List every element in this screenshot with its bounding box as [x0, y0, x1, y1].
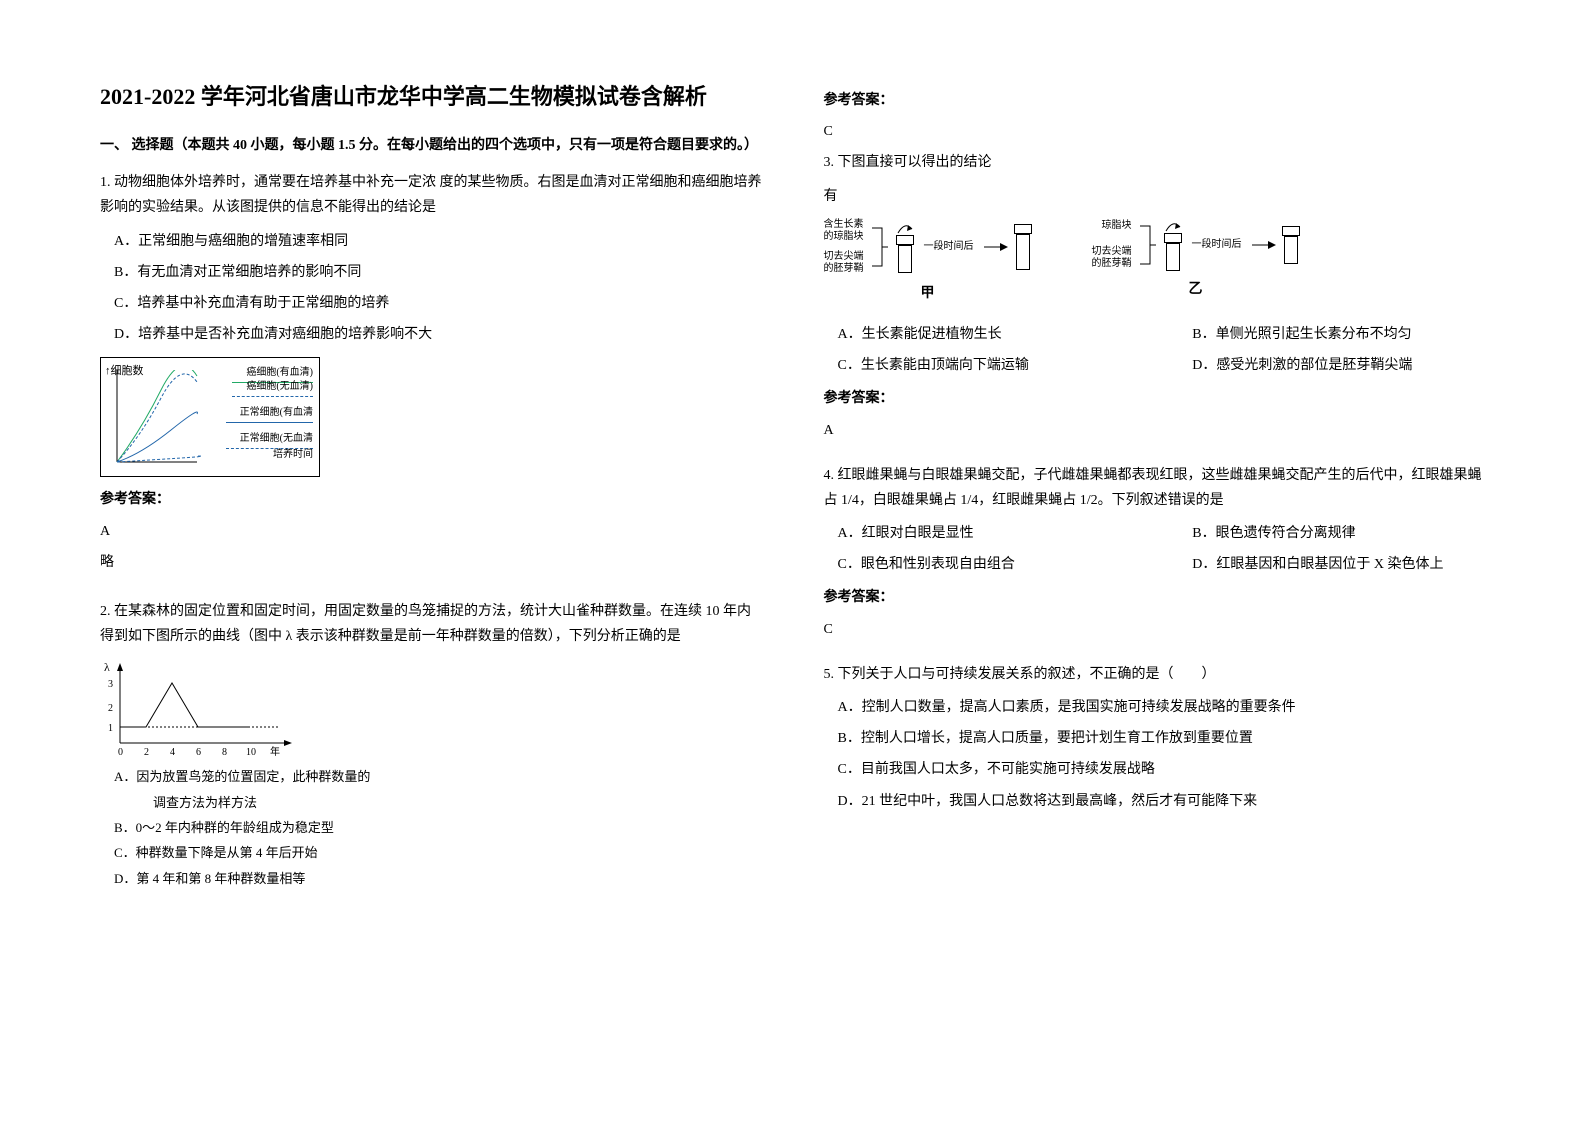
question-1: 1. 动物细胞体外培养时，通常要在培养基中补充一定浓 度的某些物质。右图是血清对… — [100, 170, 764, 585]
q1-figure: ↑细胞数 癌细胞(有血清) 癌细胞(无血清) 正常细胞(有血清 正常细胞(无血清… — [100, 357, 320, 477]
arrow-bracket-icon — [1138, 220, 1158, 270]
svg-text:2: 2 — [108, 703, 113, 714]
q1-legend-3: 正常细胞(有血清 — [226, 404, 313, 423]
coleoptile-icon — [1284, 236, 1298, 264]
q3-option-b: B．单侧光照引起生长素分布不均匀 — [1192, 322, 1487, 347]
svg-text:年: 年 — [270, 745, 280, 757]
question-3: 3. 下图直接可以得出的结论 有 含生长素 的琼脂块 切去尖端 的胚芽鞘 — [824, 150, 1488, 448]
svg-text:1: 1 — [108, 723, 113, 734]
left-column: 2021-2022 学年河北省唐山市龙华中学高二生物模拟试卷含解析 一、 选择题… — [100, 80, 764, 1042]
question-5: 5. 下列关于人口与可持续发展关系的叙述，不正确的是（ ） A．控制人口数量，提… — [824, 662, 1488, 820]
q2-chart: λ 3 2 1 0 2 4 6 8 10 年 — [100, 657, 300, 757]
coleoptile-icon — [898, 245, 912, 273]
question-4: 4. 红眼雌果蝇与白眼雄果蝇交配，子代雌雄果蝇都表现红眼，这些雌雄果蝇交配产生的… — [824, 463, 1488, 648]
q3-right-label1: 琼脂块 — [1102, 220, 1132, 231]
arrow-bracket-icon — [870, 222, 890, 272]
q3-option-a: A．生长素能促进植物生长 — [838, 322, 1133, 347]
q1-option-d: D．培养基中是否补充血清对癌细胞的培养影响不大 — [100, 322, 764, 347]
svg-text:2: 2 — [144, 747, 149, 757]
arrow-right-icon — [984, 242, 1008, 252]
q3-group-2: 琼脂块 切去尖端 的胚芽鞘 一段时间后 — [1092, 219, 1300, 306]
q1-option-c: C．培养基中补充血清有助于正常细胞的培养 — [100, 291, 764, 316]
q3-left-label2: 切去尖端 — [824, 251, 864, 262]
q4-option-d: D．红眼基因和白眼基因位于 X 染色体上 — [1192, 552, 1487, 577]
q3-option-d: D．感受光刺激的部位是胚芽鞘尖端 — [1192, 353, 1487, 378]
agar-block-icon — [1164, 233, 1182, 243]
svg-text:10: 10 — [246, 747, 256, 757]
q3-group2-label: 乙 — [1189, 277, 1203, 302]
q3-figure: 含生长素 的琼脂块 切去尖端 的胚芽鞘 一段时间后 — [824, 219, 1488, 306]
q1-option-b: B．有无血清对正常细胞培养的影响不同 — [100, 260, 764, 285]
q1-option-a: A．正常细胞与癌细胞的增殖速率相同 — [100, 229, 764, 254]
q4-text: 4. 红眼雌果蝇与白眼雄果蝇交配，子代雌雄果蝇都表现红眼，这些雌雄果蝇交配产生的… — [824, 463, 1488, 513]
q4-option-a: A．红眼对白眼是显性 — [838, 521, 1133, 546]
question-2: 2. 在某森林的固定位置和固定时间，用固定数量的鸟笼捕捉的方法，统计大山雀种群数… — [100, 599, 764, 892]
agar-block-icon — [1014, 224, 1032, 234]
q3-left-label1b: 的琼脂块 — [824, 231, 864, 242]
q5-text: 5. 下列关于人口与可持续发展关系的叙述，不正确的是（ ） — [824, 662, 1488, 687]
q2-option-c: C．种群数量下降是从第 4 年后开始 — [114, 841, 764, 864]
q3-left-label1: 含生长素 — [824, 219, 864, 230]
q2-text: 2. 在某森林的固定位置和固定时间，用固定数量的鸟笼捕捉的方法，统计大山雀种群数… — [100, 599, 764, 649]
q1-curves-svg — [111, 370, 201, 470]
q5-option-b: B．控制人口增长，提高人口质量，要把计划生育工作放到重要位置 — [824, 726, 1488, 751]
page-title: 2021-2022 学年河北省唐山市龙华中学高二生物模拟试卷含解析 — [100, 80, 764, 113]
q1-text: 1. 动物细胞体外培养时，通常要在培养基中补充一定浓 度的某些物质。右图是血清对… — [100, 170, 764, 220]
q3-arrow-1: 一段时间后 — [920, 238, 978, 256]
svg-text:8: 8 — [222, 747, 227, 757]
coleoptile-icon — [1166, 243, 1180, 271]
q2-option-b: B．0～2 年内种群的年龄组成为稳定型 — [114, 816, 764, 839]
svg-text:4: 4 — [170, 747, 175, 757]
section-heading: 一、 选择题（本题共 40 小题，每小题 1.5 分。在每小题给出的四个选项中，… — [100, 133, 764, 158]
q1-answer: A — [100, 519, 764, 544]
q1-answer-note: 略 — [100, 550, 764, 575]
q3-option-c: C．生长素能由顶端向下端运输 — [838, 353, 1133, 378]
q1-legend-2: 癌细胞(无血清) — [232, 378, 313, 397]
q3-right-label2b: 的胚芽鞘 — [1092, 258, 1132, 269]
q2-chart-svg: λ 3 2 1 0 2 4 6 8 10 年 — [100, 657, 300, 757]
agar-block-icon — [896, 235, 914, 245]
q3-left-label2b: 的胚芽鞘 — [824, 263, 864, 274]
svg-text:3: 3 — [108, 679, 113, 690]
q2-answer-label: 参考答案： — [824, 88, 1488, 113]
q3-group1-label: 甲 — [921, 281, 935, 306]
svg-text:0: 0 — [118, 747, 123, 757]
q4-answer: C — [824, 617, 1488, 642]
q3-text-a: 3. 下图直接可以得出的结论 — [824, 150, 1488, 175]
q3-text-b: 有 — [824, 184, 1488, 209]
curved-arrow-icon — [1164, 219, 1182, 233]
q2-options: A．因为放置鸟笼的位置固定，此种群数量的 调查方法为样方法 B．0～2 年内种群… — [100, 765, 764, 890]
svg-text:λ: λ — [104, 660, 110, 674]
agar-block-icon — [1282, 226, 1300, 236]
coleoptile-tall-icon — [1016, 234, 1030, 270]
q5-option-c: C．目前我国人口太多，不可能实施可持续发展战略 — [824, 757, 1488, 782]
q1-fig-xaxis: 培养时间 — [273, 446, 313, 464]
q2-option-a: A．因为放置鸟笼的位置固定，此种群数量的 — [114, 765, 764, 788]
q3-answer-label: 参考答案： — [824, 386, 1488, 411]
svg-text:6: 6 — [196, 747, 201, 757]
q4-option-b: B．眼色遗传符合分离规律 — [1192, 521, 1487, 546]
q3-group-1: 含生长素 的琼脂块 切去尖端 的胚芽鞘 一段时间后 — [824, 219, 1032, 306]
q2-option-d: D．第 4 年和第 8 年种群数量相等 — [114, 867, 764, 890]
q5-option-d: D．21 世纪中叶，我国人口总数将达到最高峰，然后才有可能降下来 — [824, 789, 1488, 814]
right-column: 参考答案： C 3. 下图直接可以得出的结论 有 含生长素 的琼脂块 切去尖端 … — [824, 80, 1488, 1042]
q5-option-a: A．控制人口数量，提高人口素质，是我国实施可持续发展战略的重要条件 — [824, 695, 1488, 720]
q2-option-a-cont: 调查方法为样方法 — [114, 791, 764, 814]
arrow-right-icon — [1252, 240, 1276, 250]
q4-option-c: C．眼色和性别表现自由组合 — [838, 552, 1133, 577]
q1-answer-label: 参考答案： — [100, 487, 764, 512]
curved-arrow-icon — [896, 221, 914, 235]
q4-answer-label: 参考答案： — [824, 585, 1488, 610]
q2-answer: C — [824, 119, 1488, 144]
q3-arrow-2: 一段时间后 — [1188, 236, 1246, 254]
q3-answer: A — [824, 418, 1488, 443]
q3-right-label2: 切去尖端 — [1092, 246, 1132, 257]
